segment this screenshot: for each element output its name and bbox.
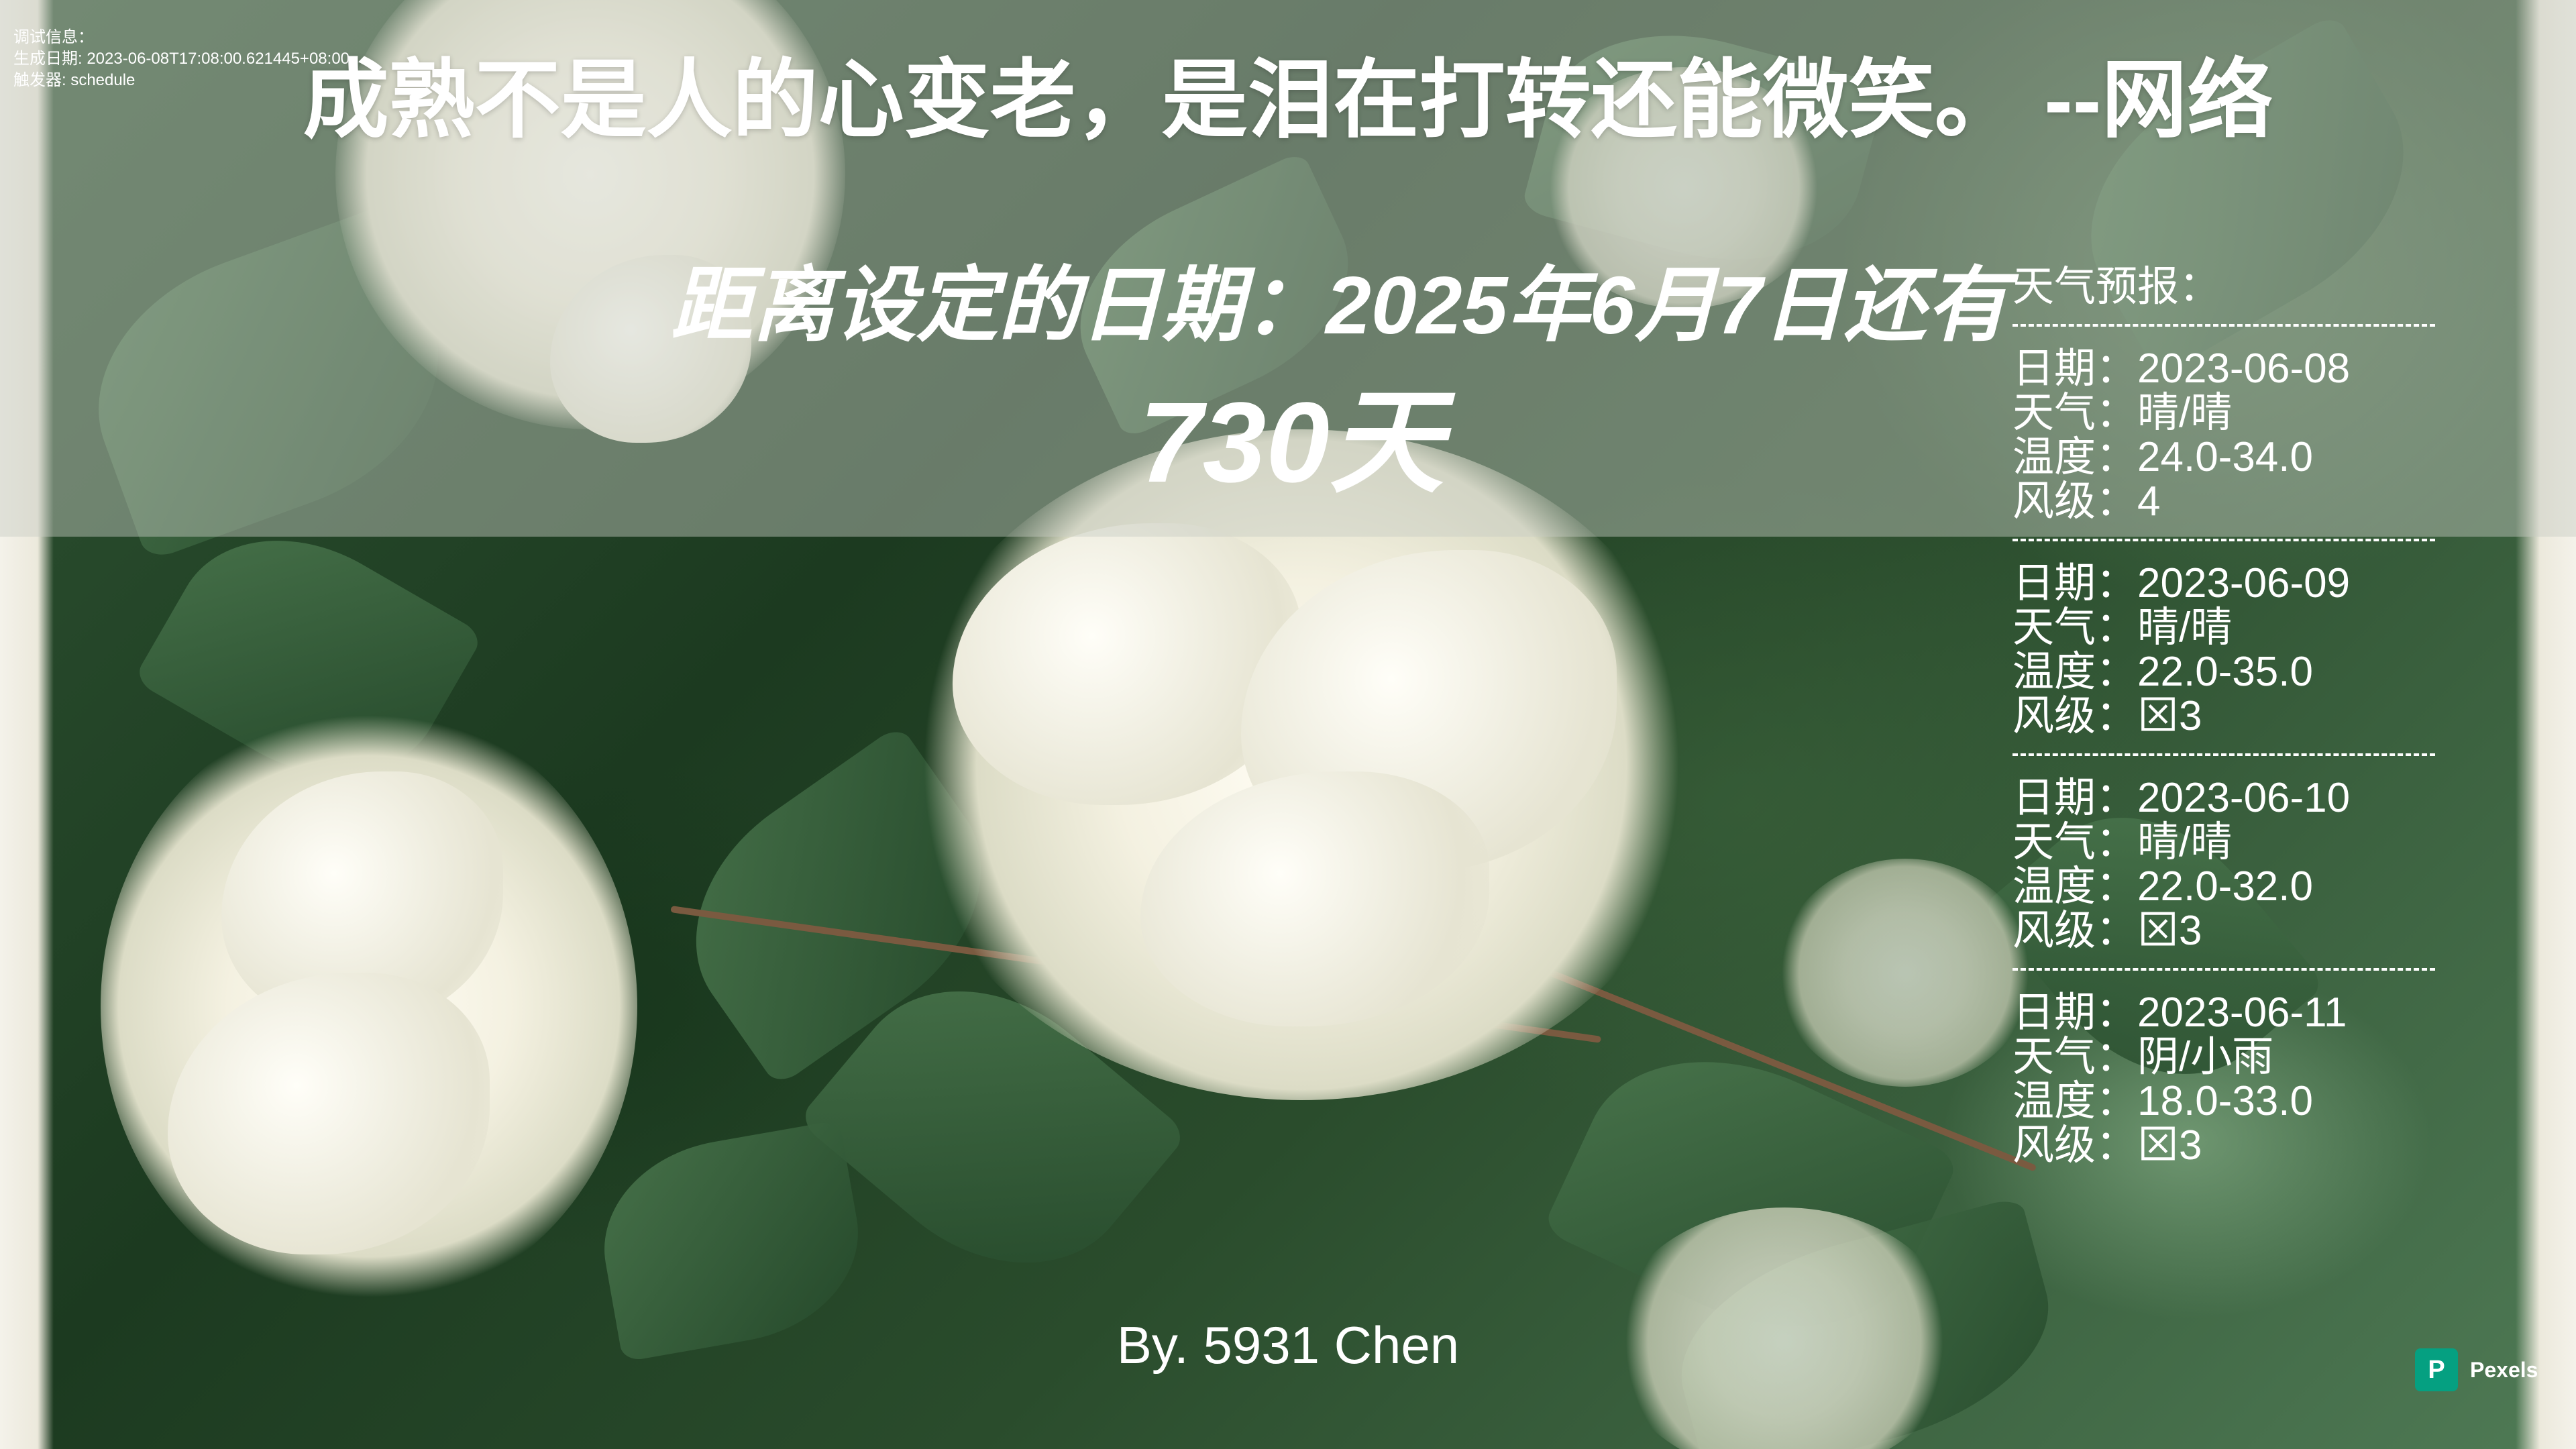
countdown-days: 730天 [1139, 379, 1444, 506]
debug-trigger: 触发器: schedule [13, 71, 136, 89]
forecast-weather: 天气：晴/晴 [2012, 819, 2233, 865]
header-overlay [0, 0, 2576, 537]
countdown-label: 距离设定的日期：2025年6月7日还有 [671, 260, 2008, 351]
white-rose [1543, 67, 1825, 309]
forecast-date: 日期：2023-06-09 [2012, 560, 2351, 606]
forecast-weather: 天气：晴/晴 [2012, 604, 2233, 651]
debug-generated-date: 生成日期: 2023-06-08T17:08:00.621445+08:00 [13, 50, 350, 68]
weather-divider [2012, 753, 2435, 756]
weather-divider [2012, 539, 2435, 541]
white-rose [1610, 1208, 1959, 1449]
forecast-date: 日期：2023-06-10 [2012, 775, 2351, 821]
forecast-wind: 风级：⊠3 [2012, 693, 2202, 739]
forecast-temperature: 温度：18.0-33.0 [2012, 1078, 2313, 1124]
forecast-weather: 天气：晴/晴 [2012, 390, 2233, 436]
author-credit: By. 5931 Chen [1116, 1316, 1460, 1375]
forecast-date: 日期：2023-06-11 [2012, 989, 2347, 1036]
forecast-day: 日期：2023-06-11 天气：阴/小雨 温度：18.0-33.0 风级：⊠3 [2012, 991, 2442, 1168]
forecast-day: 日期：2023-06-09 天气：晴/晴 温度：22.0-35.0 风级：⊠3 [2012, 561, 2442, 739]
rose-petal [1140, 771, 1489, 1026]
forecast-day: 日期：2023-06-08 天气：晴/晴 温度：24.0-34.0 风级：4 [2012, 347, 2442, 524]
weather-divider [2012, 968, 2435, 971]
weather-divider [2012, 324, 2435, 327]
rose-petal [550, 255, 751, 443]
forecast-temperature: 温度：22.0-32.0 [2012, 863, 2313, 910]
debug-title: 调试信息： [13, 28, 94, 46]
daily-quote: 成熟不是人的心变老，是泪在打转还能微笑。 --网络 [303, 52, 2273, 148]
forecast-wind: 风级：⊠3 [2012, 1122, 2202, 1169]
photo-frame-right [2516, 0, 2576, 1449]
forecast-weather: 天气：阴/小雨 [2012, 1034, 2274, 1080]
leaf [588, 1120, 875, 1362]
pexels-logo-icon: P [2415, 1348, 2458, 1391]
debug-info: 调试信息： 生成日期: 2023-06-08T17:08:00.621445+0… [13, 27, 350, 91]
forecast-wind: 风级：4 [2012, 478, 2161, 525]
pexels-watermark: P Pexels [2415, 1348, 2538, 1391]
photo-frame-left [0, 0, 54, 1449]
forecast-day: 日期：2023-06-10 天气：晴/晴 温度：22.0-32.0 风级：⊠3 [2012, 776, 2442, 953]
forecast-date: 日期：2023-06-08 [2012, 345, 2351, 392]
weather-title: 天气预报： [2012, 264, 2221, 310]
rose-petal [168, 973, 490, 1254]
pexels-label: Pexels [2470, 1357, 2538, 1382]
forecast-wind: 风级：⊠3 [2012, 908, 2202, 954]
forecast-temperature: 温度：22.0-35.0 [2012, 649, 2313, 695]
white-rose [1778, 859, 2033, 1087]
forecast-temperature: 温度：24.0-34.0 [2012, 434, 2313, 480]
weather-forecast: 天气预报： 日期：2023-06-08 天气：晴/晴 温度：24.0-34.0 … [2012, 265, 2442, 1168]
